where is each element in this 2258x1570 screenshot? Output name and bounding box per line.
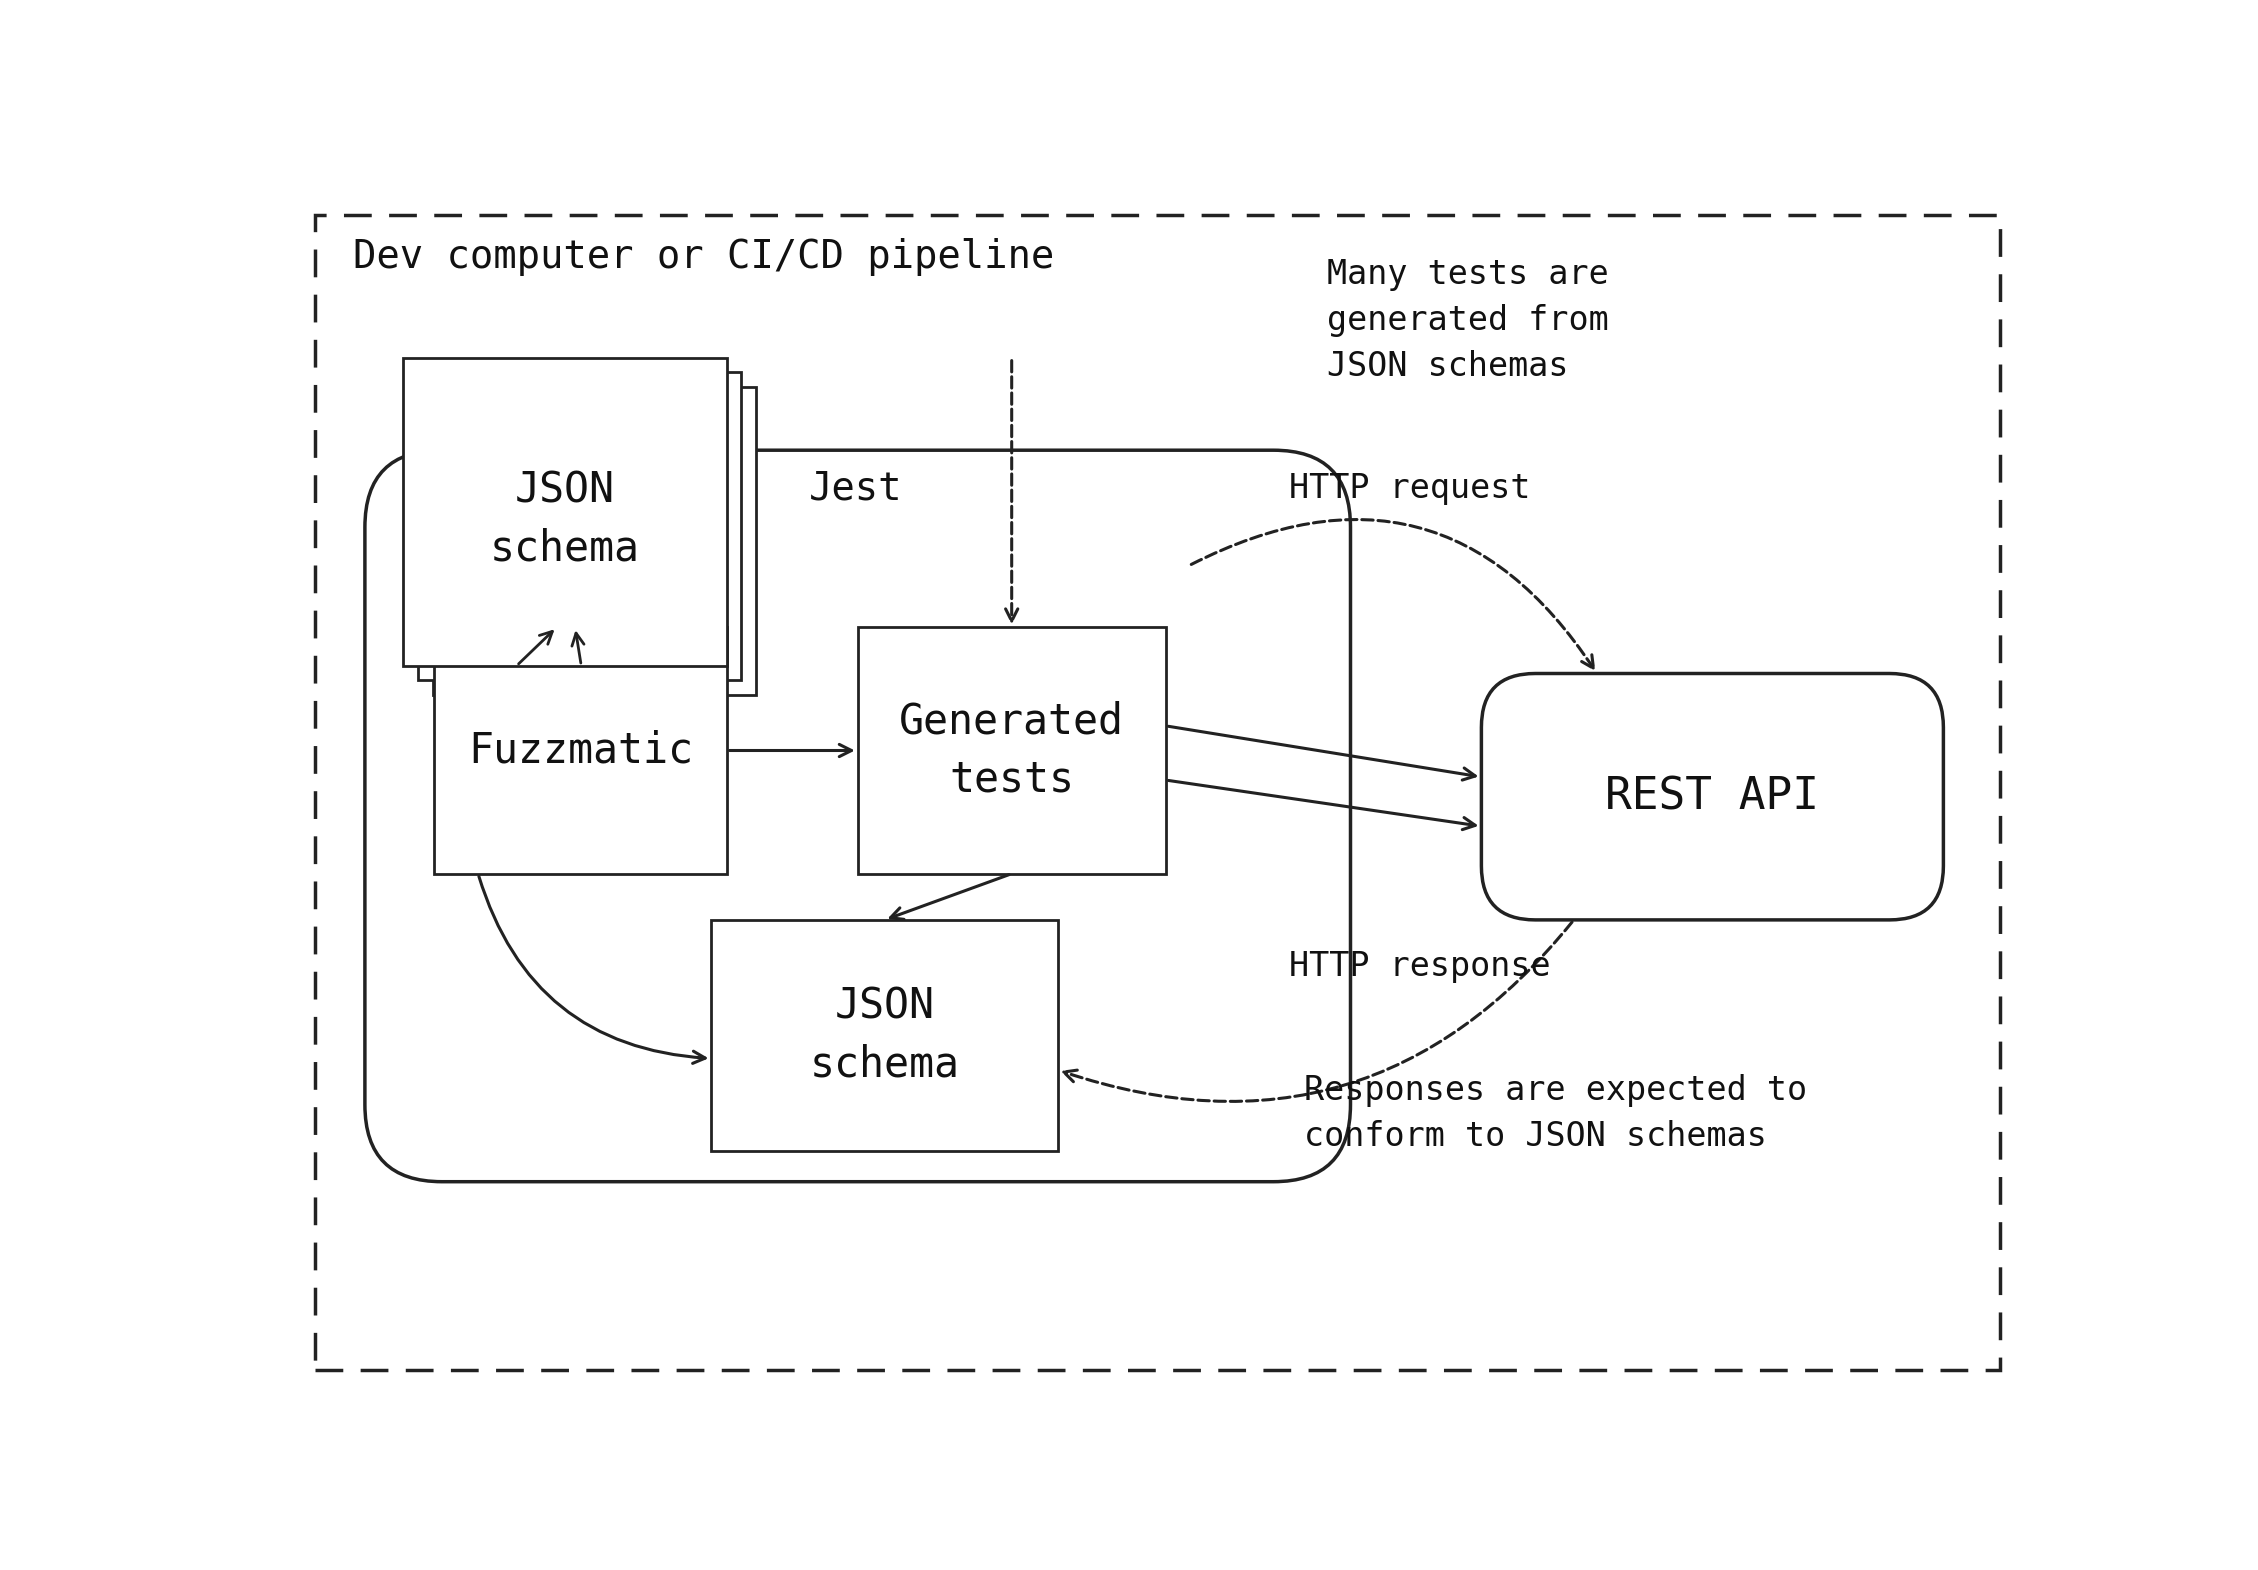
Text: Many tests are
generated from
JSON schemas: Many tests are generated from JSON schem… xyxy=(1328,257,1610,383)
Text: Responses are expected to
conform to JSON schemas: Responses are expected to conform to JSO… xyxy=(1305,1074,1806,1152)
Bar xyxy=(434,388,756,696)
FancyBboxPatch shape xyxy=(1481,674,1944,920)
Text: Jest: Jest xyxy=(808,469,901,507)
Text: Generated
tests: Generated tests xyxy=(899,700,1124,801)
Text: Dev computer or CI/CD pipeline: Dev computer or CI/CD pipeline xyxy=(352,239,1054,276)
Bar xyxy=(434,628,727,873)
Text: JSON
schema: JSON schema xyxy=(490,469,639,570)
Text: REST API: REST API xyxy=(1605,776,1820,818)
Bar xyxy=(858,628,1165,873)
Bar xyxy=(711,920,1059,1151)
FancyBboxPatch shape xyxy=(366,451,1350,1182)
Bar xyxy=(404,358,727,666)
Text: HTTP request: HTTP request xyxy=(1289,473,1531,506)
Text: Fuzzmatic: Fuzzmatic xyxy=(467,730,693,771)
Bar xyxy=(418,372,741,680)
Text: JSON
schema: JSON schema xyxy=(811,984,960,1085)
Text: HTTP response: HTTP response xyxy=(1289,950,1551,983)
